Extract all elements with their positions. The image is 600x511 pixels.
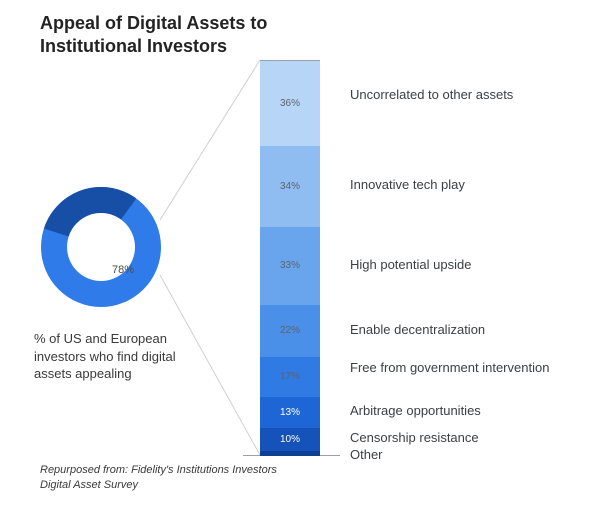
bar-segment: 36% [260,61,320,146]
bar-segment-pct: 33% [280,260,300,271]
bar-label: Censorship resistance [350,430,479,446]
bar-label: High potential upside [350,257,471,273]
cone-line-top [160,60,260,220]
bar-label: Uncorrelated to other assets [350,87,513,103]
bar-segment-pct: 13% [280,407,300,418]
bar-labels: Uncorrelated to other assets Innovative t… [350,60,580,455]
bar-segment: 13% [260,397,320,428]
bar-segment: 34% [260,146,320,226]
bar-segment-pct: 10% [280,434,300,445]
bar-segment: 17% [260,357,320,397]
bar-label: Enable decentralization [350,322,485,338]
bar-segment-pct: 17% [280,371,300,382]
bar-segment: 2% [260,451,320,456]
bar-segment: 22% [260,305,320,357]
donut-chart [36,182,166,312]
bar-segment: 33% [260,227,320,305]
bar-segment: 10% [260,428,320,452]
bar-label: Other [350,447,383,463]
bar-segment-pct: 36% [280,98,300,109]
baseline-tick [320,455,340,456]
bar-segment-pct: 22% [280,325,300,336]
baseline-tick [243,455,260,456]
donut-caption: % of US and European investors who find … [34,330,214,383]
chart-title: Appeal of Digital Assets to Institutiona… [40,12,340,57]
bar-segment-pct: 34% [280,181,300,192]
bar-label: Free from government intervention [350,360,549,376]
stacked-bar: 36% 34% 33% 22% 17% 13% 10% 2% [260,60,320,455]
bar-label: Arbitrage opportunities [350,403,481,419]
source-note: Repurposed from: Fidelity's Institutions… [40,463,300,493]
bar-label: Innovative tech play [350,177,465,193]
donut-value: 78% [112,264,134,276]
